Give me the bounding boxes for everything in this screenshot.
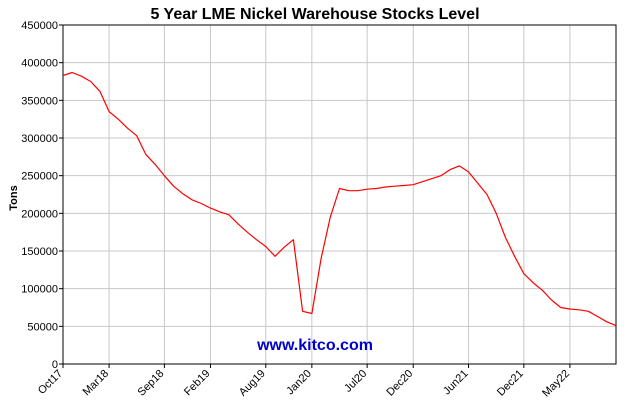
x-tick-label: Dec21 <box>495 368 526 399</box>
x-tick-label: Feb19 <box>182 368 213 399</box>
y-tick-label: 450000 <box>21 20 58 32</box>
y-tick-label: 350000 <box>21 95 58 107</box>
x-tick-label: Mar18 <box>81 368 112 399</box>
x-tick-label: Jul20 <box>342 368 369 395</box>
watermark-text: www.kitco.com <box>256 337 373 354</box>
y-tick-label: 200000 <box>21 208 58 220</box>
x-axis-ticks: Oct17 Mar18 Sep18 Feb19 Aug19 Jan20 Jul20 Dec20… <box>36 364 572 399</box>
y-tick-label: 0 <box>52 359 58 371</box>
y-tick-label: 400000 <box>21 58 58 70</box>
x-tick-label: Jun21 <box>441 368 471 398</box>
x-tick-label: Oct17 <box>36 368 65 397</box>
y-axis-label: Tons <box>8 185 20 210</box>
series-layer <box>62 71 617 327</box>
series-line <box>62 71 617 327</box>
y-tick-label: 250000 <box>21 171 58 183</box>
y-axis-ticks: 0 50000 100000 150000 200000 250000 300000 3500… <box>21 20 63 371</box>
x-tick-label: Aug19 <box>237 368 268 399</box>
x-tick-label: Jan20 <box>284 368 314 398</box>
x-tick-label: Dec20 <box>384 368 415 399</box>
y-tick-label: 300000 <box>21 133 58 145</box>
chart-title: 5 Year LME Nickel Warehouse Stocks Level <box>150 6 479 23</box>
grid-lines <box>62 24 616 365</box>
x-tick-label: Sep18 <box>136 368 167 399</box>
x-tick-label: May22 <box>540 368 572 400</box>
y-tick-label: 150000 <box>21 246 58 258</box>
y-tick-label: 100000 <box>21 284 58 296</box>
plot-area <box>62 24 617 365</box>
y-tick-label: 50000 <box>27 321 58 333</box>
